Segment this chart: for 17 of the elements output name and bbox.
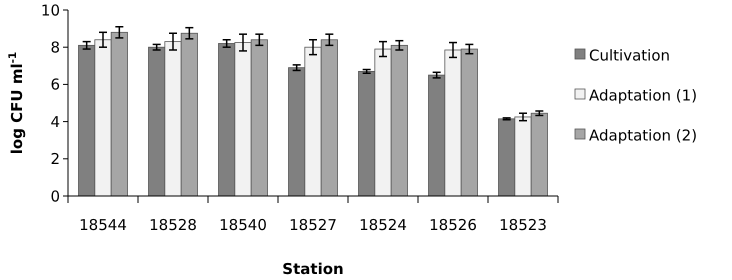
y-tick-label: 2 <box>50 150 60 168</box>
y-tick-label: 6 <box>50 76 60 94</box>
x-tick-label: 18527 <box>289 216 337 234</box>
legend-label: Adaptation (2) <box>589 126 698 144</box>
legend-label: Adaptation (1) <box>589 86 698 104</box>
y-tick-label: 10 <box>40 1 60 20</box>
x-tick-label: 18524 <box>359 216 407 234</box>
x-tick-label: 18523 <box>499 216 547 234</box>
x-axis-title: Station <box>282 260 344 278</box>
y-tick-label: 8 <box>50 38 60 56</box>
y-tick-label: 4 <box>50 112 60 131</box>
x-tick-label: 18526 <box>429 216 477 234</box>
x-tick-label: 18544 <box>79 216 127 234</box>
x-tick-label: 18528 <box>149 216 197 234</box>
y-tick-label: 0 <box>50 187 60 206</box>
legend-label: Cultivation <box>589 46 670 64</box>
x-tick-label: 18540 <box>219 216 267 234</box>
